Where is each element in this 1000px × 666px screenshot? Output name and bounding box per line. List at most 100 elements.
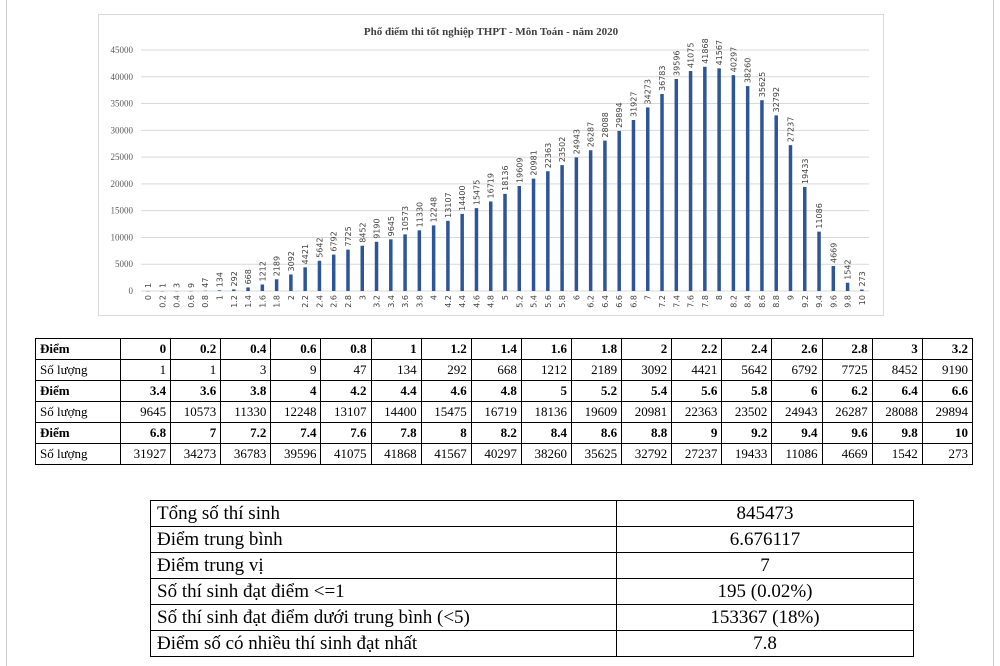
bar [260, 284, 265, 291]
cell: 6.8 [119, 422, 172, 444]
cell: 6.6 [921, 380, 974, 402]
x-tick-label: 7.2 [658, 295, 667, 308]
bar [631, 120, 636, 291]
cell: 0.6 [270, 338, 322, 360]
cell: 2 [621, 338, 673, 360]
data-label: 2189 [273, 256, 282, 276]
bar [817, 231, 821, 291]
cell: 11086 [771, 443, 823, 465]
cell: 0.8 [320, 338, 372, 360]
cell: 6792 [771, 359, 823, 381]
x-tick-label: 4.4 [458, 295, 467, 308]
summary-row: Điểm số có nhiều thí sinh đạt nhất 7.8 [150, 630, 914, 657]
cell: 7.4 [270, 422, 322, 444]
cell: 3092 [621, 359, 673, 381]
cell: 4 [270, 380, 322, 402]
bar [703, 66, 707, 291]
cell: 5.4 [621, 380, 673, 402]
x-tick-label: 2 [287, 295, 296, 300]
x-tick-label: 0 [144, 295, 153, 300]
y-tick-label: 45000 [111, 45, 134, 55]
data-label: 3 [173, 283, 182, 288]
cell: 7725 [821, 359, 873, 381]
summary-value: 6.676117 [616, 526, 914, 553]
bar [274, 279, 279, 291]
data-label: 6792 [330, 231, 339, 251]
data-label: 15475 [472, 180, 481, 205]
cell: 22363 [671, 401, 723, 423]
bar [760, 100, 764, 291]
bar [289, 274, 293, 291]
x-tick-label: 8.8 [772, 295, 781, 308]
cell: 134 [370, 359, 422, 381]
bar [431, 225, 436, 291]
bar [831, 265, 836, 291]
cell: 27237 [671, 443, 723, 465]
bar [717, 68, 721, 291]
data-label: 1212 [258, 261, 267, 281]
cell: 13107 [320, 401, 372, 423]
x-tick-label: 0.4 [173, 295, 182, 308]
bar [860, 289, 864, 291]
summary-value: 7.8 [616, 630, 914, 657]
x-tick-label: 9.4 [815, 295, 824, 308]
cell: 20981 [621, 401, 673, 423]
bar [574, 157, 579, 291]
x-tick-label: 6.4 [601, 295, 610, 308]
cell: 47 [320, 359, 372, 381]
score-distribution-chart: Phổ điểm thi tốt nghiệp THPT - Môn Toán … [98, 14, 884, 316]
x-tick-label: 6.8 [629, 295, 638, 308]
summary-row: Điểm trung bình 6.676117 [150, 526, 914, 553]
data-label: 1542 [844, 259, 853, 279]
x-tick-label: 0.2 [158, 295, 167, 308]
cell: 4.8 [470, 380, 522, 402]
bar [674, 78, 679, 291]
x-tick-label: 1 [216, 295, 225, 300]
bar [488, 201, 493, 291]
x-tick-label: 4.2 [444, 295, 453, 308]
cell: 8.2 [470, 422, 522, 444]
cell: 9.6 [821, 422, 873, 444]
bar [360, 245, 365, 291]
y-tick-label: 40000 [111, 72, 134, 82]
y-tick-label: 35000 [111, 99, 134, 109]
data-label: 14400 [458, 185, 467, 210]
summary-value: 7 [616, 552, 914, 579]
cell: 9.2 [721, 422, 773, 444]
count-row: Số lượng 9645 10573 11330 12248 13107 14400 154… [35, 401, 974, 423]
summary-label: Tổng số thí sinh [150, 500, 617, 527]
cell: 5.6 [671, 380, 723, 402]
x-tick-label: 8 [715, 295, 724, 300]
summary-label: Số thí sinh đạt điểm <=1 [150, 578, 617, 605]
x-tick-label: 9 [786, 295, 795, 300]
x-tick-label: 5.4 [530, 295, 539, 308]
bar [560, 165, 564, 291]
bar [331, 254, 336, 291]
x-tick-label: 3 [358, 295, 367, 300]
cell: 34273 [170, 443, 222, 465]
bar [603, 140, 607, 291]
cell: 9.4 [771, 422, 823, 444]
data-label: 41868 [701, 38, 710, 63]
data-label: 134 [216, 272, 225, 287]
bar [460, 213, 464, 291]
bar [645, 107, 650, 292]
bar [446, 220, 450, 291]
data-label: 11330 [415, 202, 424, 227]
cell: 1212 [520, 359, 572, 381]
cell: 4.2 [320, 380, 372, 402]
cell: 7.8 [370, 422, 422, 444]
cell: 32792 [621, 443, 673, 465]
bar [617, 130, 621, 291]
summary-row: Số thí sinh đạt điểm dưới trung bình (<5… [150, 604, 914, 631]
x-tick-label: 5.2 [515, 295, 524, 308]
cell: 1.6 [520, 338, 572, 360]
x-tick-label: 6.2 [587, 295, 596, 308]
score-row: Điểm 6.8 7 7.2 7.4 7.6 7.8 8 8.2 8.4 8.6 8.8 9 9.2 9.4… [35, 422, 974, 444]
x-tick-label: 4 [430, 295, 439, 300]
cell: 1.8 [570, 338, 623, 360]
x-tick-label: 2.6 [330, 295, 339, 308]
x-tick-label: 9.6 [829, 295, 838, 308]
data-label: 3092 [287, 251, 296, 271]
x-tick-label: 6 [572, 295, 581, 300]
